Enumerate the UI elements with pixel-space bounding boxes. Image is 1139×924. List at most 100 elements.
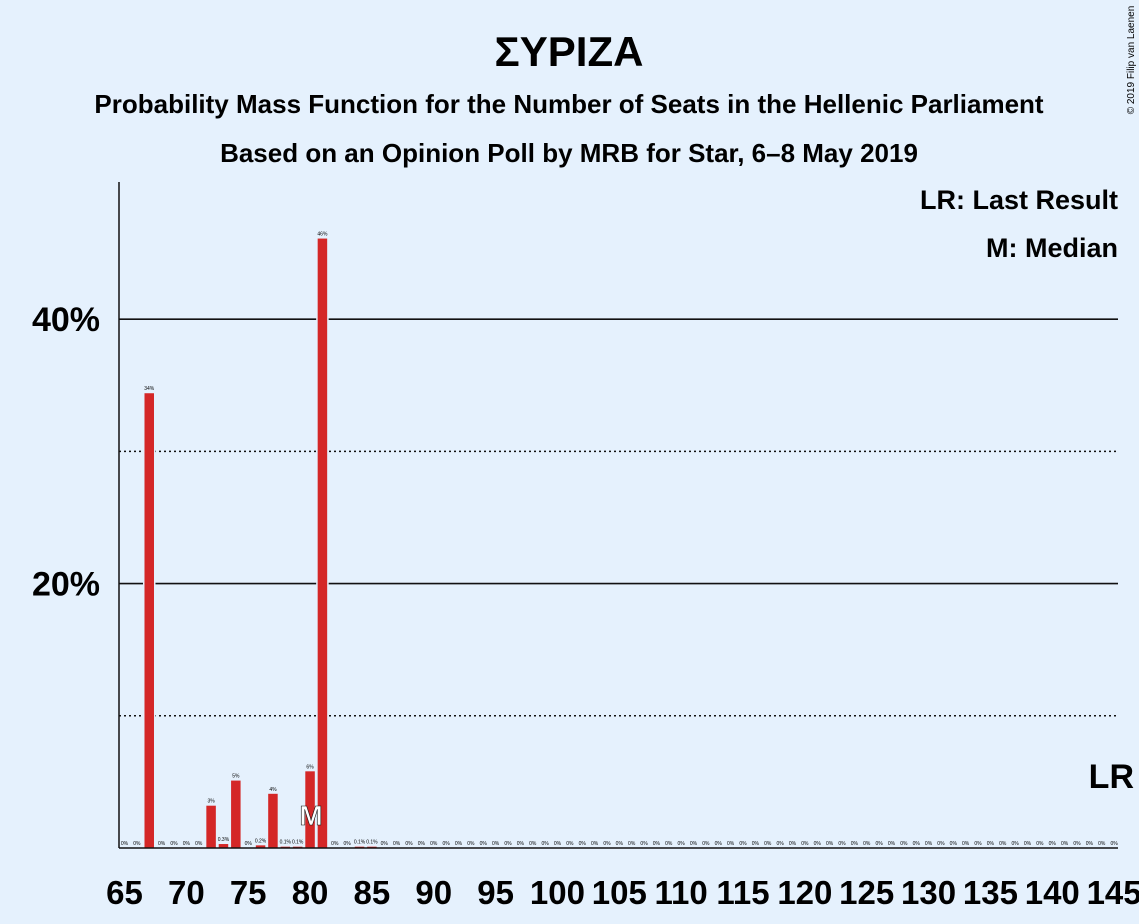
data-label-138: 0% [1024, 841, 1032, 847]
data-label-101: 0% [566, 841, 574, 847]
bar-81 [317, 238, 328, 849]
data-label-134: 0% [974, 841, 982, 847]
data-label-89: 0% [418, 841, 426, 847]
data-label-127: 0% [888, 841, 896, 847]
data-label-92: 0% [455, 841, 463, 847]
x-tick-label: 120 [777, 874, 832, 911]
data-label-67: 34% [144, 386, 155, 392]
data-label-124: 0% [851, 841, 859, 847]
data-label-111: 0% [690, 841, 698, 847]
x-tick-label: 110 [655, 874, 708, 911]
chart-subtitle: Probability Mass Function for the Number… [94, 89, 1044, 119]
data-label-102: 0% [579, 841, 587, 847]
data-label-77: 4% [269, 787, 277, 793]
data-label-84: 0.1% [354, 840, 366, 846]
bar-74 [231, 780, 241, 848]
data-label-85: 0.1% [366, 840, 378, 846]
data-label-106: 0% [628, 841, 636, 847]
data-label-81: 46% [317, 232, 328, 238]
data-label-91: 0% [443, 841, 451, 847]
data-label-75: 0% [245, 841, 253, 847]
data-labels: 0% 0%34%0% 0% 0% 0%3%0.3%5%0% 0.2%4%0.1% 0.1%6… [121, 232, 1118, 847]
data-label-135: 0% [987, 841, 995, 847]
chart-source-subtitle: Based on an Opinion Poll by MRB for Star… [220, 138, 918, 168]
data-label-74: 5% [232, 774, 240, 780]
bar-76 [255, 845, 266, 848]
data-label-118: 0% [776, 841, 784, 847]
data-label-112: 0% [702, 841, 710, 847]
data-label-137: 0% [1012, 841, 1020, 847]
bar-halo [291, 845, 304, 848]
x-axis-labels: 65 70 75 80 85 90 95 100 105 110 115 120 125 130 135 14… [106, 874, 1139, 911]
data-label-65: 0% [121, 841, 129, 847]
legend-median: M: Median [986, 233, 1118, 263]
data-label-105: 0% [616, 841, 624, 847]
bar-halo [365, 845, 379, 848]
data-label-90: 0% [430, 841, 438, 847]
data-label-73: 0.3% [218, 837, 230, 843]
data-label-87: 0% [393, 841, 401, 847]
median-marker: M [299, 800, 322, 831]
data-label-145: 0% [1110, 841, 1118, 847]
data-label-76: 0.2% [255, 838, 267, 844]
data-label-72: 3% [207, 799, 215, 805]
data-label-142: 0% [1073, 841, 1081, 847]
bar-halo [353, 845, 366, 848]
bar-77 [268, 793, 278, 848]
x-tick-label: 140 [1025, 874, 1080, 911]
data-label-80: 6% [306, 764, 314, 770]
data-label-115: 0% [739, 841, 747, 847]
bars [142, 237, 379, 849]
x-tick-label: 115 [716, 874, 769, 911]
data-label-131: 0% [937, 841, 945, 847]
x-tick-label: 100 [530, 874, 585, 911]
y-tick-label: 20% [32, 566, 100, 604]
data-label-143: 0% [1086, 841, 1094, 847]
data-label-110: 0% [678, 841, 686, 847]
y-tick-label: 40% [32, 301, 100, 339]
bar-80 [305, 771, 315, 848]
data-label-132: 0% [950, 841, 958, 847]
data-label-100: 0% [554, 841, 562, 847]
x-tick-label: 105 [592, 874, 647, 911]
legend-last-result: LR: Last Result [920, 185, 1118, 215]
data-label-88: 0% [405, 841, 413, 847]
data-label-97: 0% [517, 841, 525, 847]
data-label-93: 0% [467, 841, 475, 847]
data-label-130: 0% [925, 841, 933, 847]
x-tick-label: 70 [168, 874, 205, 911]
data-label-122: 0% [826, 841, 834, 847]
bar-halo [279, 845, 292, 848]
data-label-103: 0% [591, 841, 599, 847]
data-label-128: 0% [900, 841, 908, 847]
data-label-136: 0% [999, 841, 1007, 847]
data-label-95: 0% [492, 841, 500, 847]
data-label-99: 0% [541, 841, 549, 847]
bar-73 [218, 844, 229, 848]
data-label-119: 0% [789, 841, 797, 847]
data-label-129: 0% [913, 841, 921, 847]
data-label-126: 0% [875, 841, 883, 847]
data-label-79: 0.1% [292, 840, 304, 846]
data-label-71: 0% [195, 841, 203, 847]
data-label-144: 0% [1098, 841, 1106, 847]
data-label-98: 0% [529, 841, 537, 847]
data-label-94: 0% [480, 841, 488, 847]
data-label-109: 0% [665, 841, 673, 847]
data-label-69: 0% [170, 841, 178, 847]
data-label-104: 0% [603, 841, 611, 847]
x-tick-label: 65 [106, 874, 143, 911]
data-label-114: 0% [727, 841, 735, 847]
copyright-notice: © 2019 Filip van Laenen [1126, 6, 1137, 115]
data-label-123: 0% [838, 841, 846, 847]
chart-title: ΣΥΡΙΖΑ [495, 28, 644, 75]
data-label-70: 0% [183, 841, 191, 847]
data-label-113: 0% [715, 841, 723, 847]
bar-72 [206, 805, 216, 848]
data-label-107: 0% [640, 841, 648, 847]
data-label-116: 0% [752, 841, 760, 847]
data-label-68: 0% [158, 841, 166, 847]
x-tick-label: 95 [477, 874, 514, 911]
data-label-133: 0% [962, 841, 970, 847]
